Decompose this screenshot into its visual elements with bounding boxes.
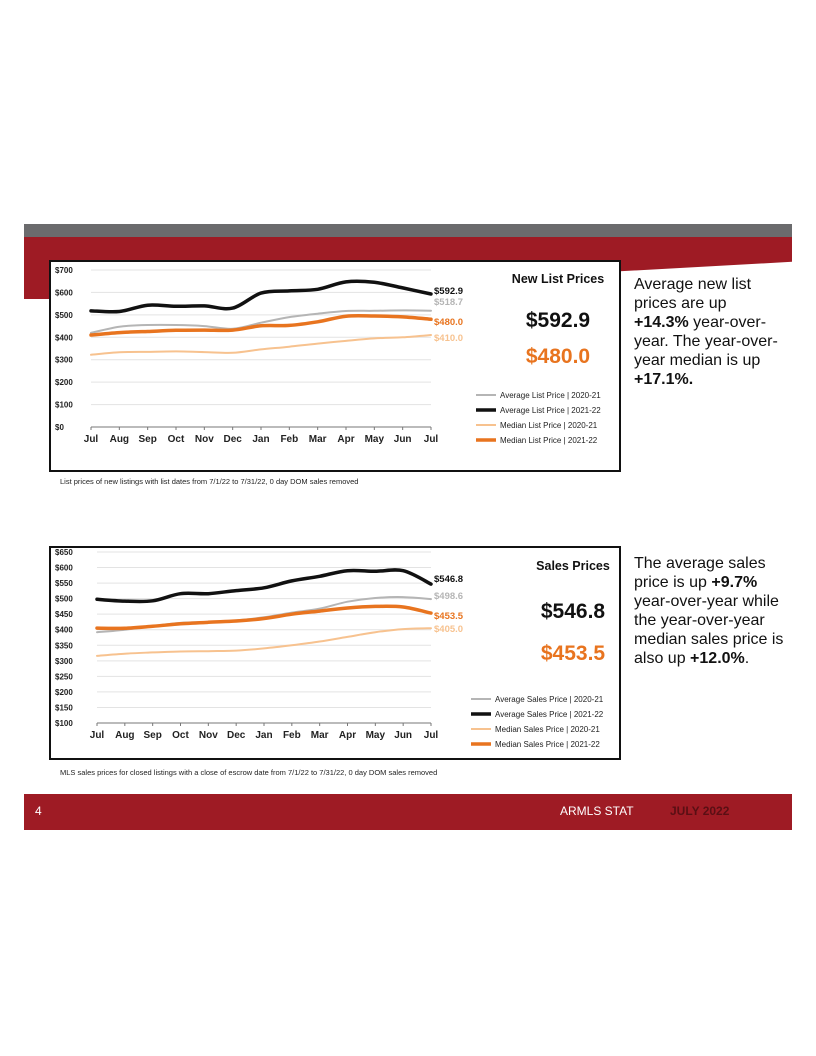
sales-prices-svg: $100 $150 $200 $250 $300 $350 $400 $450 $500 $550… <box>55 548 610 749</box>
chart2-ytick-label: $550 <box>55 579 73 588</box>
chart2-xtick-label: Dec <box>227 730 246 741</box>
chart2-end-label-1: $498.6 <box>434 591 463 602</box>
chart1-xtick-label: Sep <box>138 434 156 445</box>
chart1-legend-label: Median List Price | 2021-22 <box>500 436 598 445</box>
chart1-ytick-label: $300 <box>55 356 73 365</box>
chart1-legend-label: Average List Price | 2021-22 <box>500 406 601 415</box>
chart1-end-label-4: $480.0 <box>434 317 463 328</box>
chart1-xtick-label: Feb <box>280 434 298 445</box>
chart1-highlight-average: $592.9 <box>526 309 590 332</box>
sales-footnote: MLS sales prices for closed listings wit… <box>60 768 438 777</box>
chart1-ytick-label: $600 <box>55 288 73 297</box>
chart2-ytick-label: $250 <box>55 672 73 681</box>
chart2-xtick-label: Feb <box>283 730 301 741</box>
footer-label: ARMLS STAT <box>560 804 634 818</box>
chart2-ytick-label: $300 <box>55 657 73 666</box>
chart1-xtick-label: Apr <box>337 434 354 445</box>
chart1-xtick-label: Oct <box>168 434 185 445</box>
chart2-ytick-label: $150 <box>55 703 73 712</box>
chart2-xtick-label: Jul <box>90 730 105 741</box>
chart1-xtick-label: Aug <box>110 434 129 445</box>
sales-summary-intro: The average sales price is up <box>634 555 766 591</box>
chart2-legend-label: Average Sales Price | 2020-21 <box>495 695 604 704</box>
header-gray-band <box>24 224 792 237</box>
sales-price-summary: The average sales price is up +9.7% year… <box>634 554 784 668</box>
chart2-series-line-2 <box>95 568 433 604</box>
chart1-ytick-label: $500 <box>55 311 73 320</box>
chart2-xtick-label: Mar <box>311 730 329 741</box>
chart1-xtick-label: Jul <box>84 434 99 445</box>
chart1-xtick-label: Dec <box>223 434 242 445</box>
list-median-change: +17.1%. <box>634 371 694 388</box>
chart2-xtick-label: Aug <box>115 730 134 741</box>
chart1-end-label-1: $518.7 <box>434 297 463 308</box>
chart1-highlight-median: $480.0 <box>526 345 590 368</box>
sales-median-change: +12.0% <box>690 650 745 667</box>
chart2-ytick-label: $350 <box>55 641 73 650</box>
chart2-ytick-label: $600 <box>55 564 73 573</box>
new-list-prices-chart: $0 $100 $200 $300 $400 $500 $600 $700 Jul Aug Sep O… <box>49 260 621 472</box>
chart1-xtick-label: Jul <box>424 434 439 445</box>
chart1-legend-label: Average List Price | 2020-21 <box>500 391 601 400</box>
chart2-series-line-4 <box>95 604 433 631</box>
chart2-highlight-average: $546.8 <box>541 600 606 623</box>
chart1-xtick-label: Jan <box>252 434 269 445</box>
list-avg-change: +14.3% <box>634 314 689 331</box>
new-list-prices-svg: $0 $100 $200 $300 $400 $500 $600 $700 Jul Aug Sep O… <box>55 266 604 445</box>
chart2-legend-label: Median Sales Price | 2021-22 <box>495 740 600 749</box>
list-price-summary: Average new list prices are up +14.3% ye… <box>634 275 784 389</box>
chart2-xtick-label: Jun <box>394 730 412 741</box>
chart2-highlight-median: $453.5 <box>541 642 606 665</box>
sales-prices-chart: $100 $150 $200 $250 $300 $350 $400 $450 $500 $550… <box>49 546 621 760</box>
chart1-series-line-1 <box>90 309 432 334</box>
footer-band: 4 ARMLS STAT JULY 2022 <box>24 794 792 830</box>
chart2-xtick-label: May <box>366 730 386 741</box>
chart2-ytick-label: $650 <box>55 548 73 557</box>
chart1-series-line-2 <box>89 279 433 314</box>
chart2-legend-label: Median Sales Price | 2020-21 <box>495 725 600 734</box>
chart1-legend-label: Median List Price | 2020-21 <box>500 421 598 430</box>
chart2-ytick-label: $200 <box>55 688 73 697</box>
chart2-ytick-label: $400 <box>55 626 73 635</box>
chart1-ytick-label: $100 <box>55 401 73 410</box>
chart1-end-label-2: $592.9 <box>434 286 463 297</box>
chart1-ytick-label: $0 <box>55 423 64 432</box>
chart1-xtick-label: May <box>365 434 385 445</box>
chart2-end-label-2: $546.8 <box>434 574 463 585</box>
chart2-xtick-label: Jan <box>255 730 272 741</box>
chart1-series-line-3 <box>90 334 432 356</box>
chart2-title: Sales Prices <box>536 559 610 573</box>
chart2-ytick-label: $100 <box>55 719 73 728</box>
sales-summary-mid: year-over-year while the year-over-year … <box>634 593 784 667</box>
page-number: 4 <box>35 804 42 818</box>
chart2-end-label-4: $453.5 <box>434 611 464 622</box>
chart1-ytick-label: $200 <box>55 378 73 387</box>
chart1-ytick-label: $400 <box>55 333 73 342</box>
chart1-xtick-label: Mar <box>309 434 327 445</box>
chart1-xtick-label: Jun <box>394 434 412 445</box>
chart2-ytick-label: $450 <box>55 610 73 619</box>
chart2-legend-label: Average Sales Price | 2021-22 <box>495 710 604 719</box>
list-footnote: List prices of new listings with list da… <box>60 477 359 486</box>
chart2-xtick-label: Oct <box>172 730 189 741</box>
chart2-xtick-label: Apr <box>339 730 356 741</box>
list-summary-intro: Average new list prices are up <box>634 276 752 312</box>
chart2-xtick-label: Jul <box>424 730 439 741</box>
chart2-ytick-label: $500 <box>55 595 73 604</box>
chart2-series-line-3 <box>96 627 432 657</box>
chart2-xtick-label: Sep <box>143 730 161 741</box>
sales-avg-change: +9.7% <box>711 574 758 591</box>
chart2-end-label-3: $405.0 <box>434 624 463 635</box>
chart1-ytick-label: $700 <box>55 266 73 275</box>
chart1-title: New List Prices <box>512 272 604 286</box>
chart1-end-label-3: $410.0 <box>434 333 463 344</box>
sales-summary-end: . <box>744 650 750 667</box>
footer-date: JULY 2022 <box>670 804 730 818</box>
chart1-xtick-label: Nov <box>195 434 214 445</box>
list-summary-mid: year-over-year. The year-over-year media… <box>634 314 778 369</box>
chart2-xtick-label: Nov <box>199 730 218 741</box>
chart1-series-line-4 <box>89 313 433 337</box>
